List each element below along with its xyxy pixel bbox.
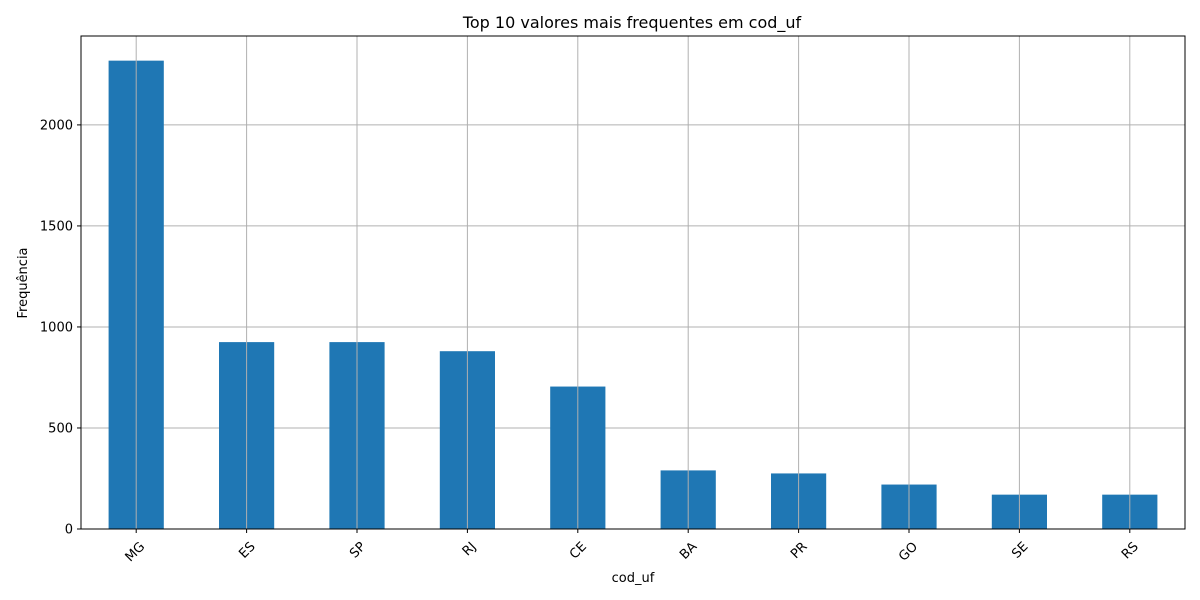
x-tick-label: GO <box>896 539 921 564</box>
x-axis-ticks: MG ES SP RJ CE BA PR GO SE RS <box>123 529 1142 565</box>
x-tick-label: CE <box>567 539 590 562</box>
y-tick-label: 0 <box>65 523 73 538</box>
chart-title: Top 10 valores mais frequentes em cod_uf <box>462 13 802 33</box>
x-tick-label: MG <box>123 539 149 565</box>
x-tick-label: RS <box>1119 539 1142 562</box>
x-tick-label: RJ <box>460 539 480 559</box>
y-tick-label: 1500 <box>40 219 73 234</box>
plot-frame <box>80 35 1186 530</box>
x-tick-label: ES <box>236 539 258 561</box>
y-axis-ticks: 0 500 1000 1500 2000 <box>40 118 81 538</box>
x-tick-label: SE <box>1009 539 1031 561</box>
y-axis-label: Frequência <box>16 247 31 318</box>
y-tick-label: 1000 <box>40 320 73 335</box>
x-axis-label: cod_uf <box>612 571 655 586</box>
x-tick-label: PR <box>788 539 811 562</box>
x-tick-label: BA <box>677 539 700 562</box>
bars <box>108 60 1158 530</box>
x-grid-lines <box>135 36 1131 529</box>
y-tick-label: 500 <box>48 421 73 436</box>
y-tick-label: 2000 <box>40 118 73 133</box>
x-tick-label: SP <box>347 539 369 561</box>
